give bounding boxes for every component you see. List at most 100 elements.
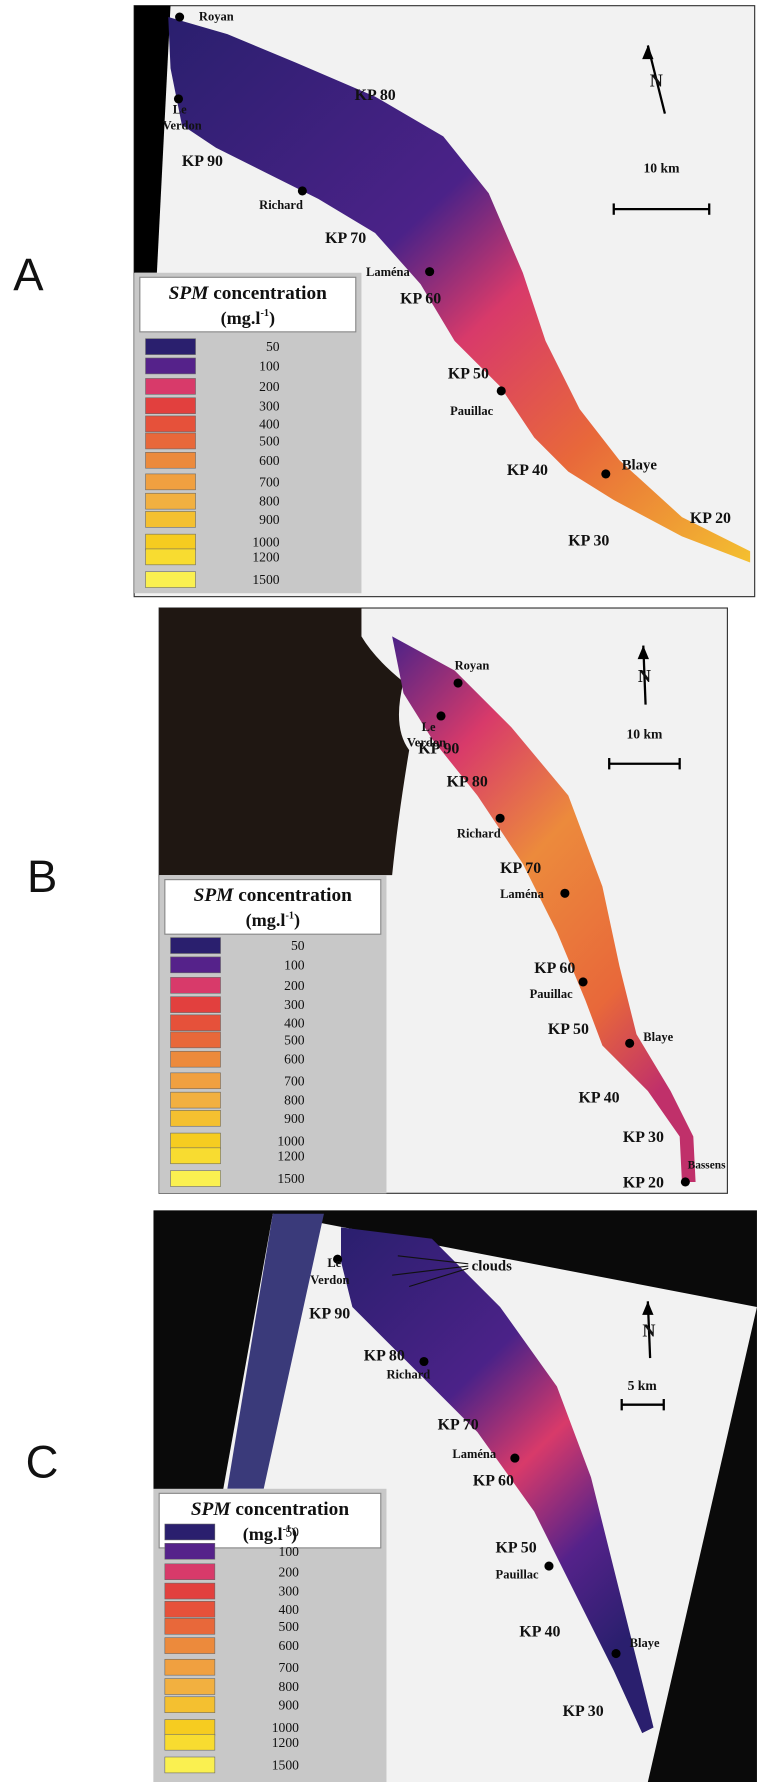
- place-label: KP 70: [325, 230, 366, 247]
- legend-label: 200: [259, 379, 280, 394]
- legend-unit-sup: -1: [283, 1524, 292, 1535]
- legend-label: 1200: [277, 1148, 304, 1163]
- north-label: N: [638, 666, 651, 686]
- legend-swatch: [170, 1147, 221, 1165]
- place-label: Pauillac: [530, 987, 574, 1001]
- place-label: Blaye: [630, 1636, 660, 1650]
- place-label: Blaye: [622, 457, 658, 473]
- place-label: Blaye: [643, 1030, 673, 1044]
- north-arrow-head: [637, 645, 649, 660]
- legend-label: 50: [285, 1525, 299, 1540]
- legend-swatch: [164, 1563, 216, 1580]
- place-label: KP 80: [447, 773, 488, 790]
- place-label: KP 70: [500, 860, 541, 877]
- legend-unit-base: (mg.l: [246, 910, 286, 931]
- place-label: KP 50: [448, 365, 489, 382]
- place-label: KP 70: [438, 1417, 479, 1434]
- place-label: KP 40: [519, 1624, 560, 1641]
- place-label: KP 80: [364, 1347, 405, 1364]
- north-label: N: [650, 70, 663, 90]
- legend-label: 50: [266, 339, 280, 354]
- legend-title-italic: SPM: [191, 1499, 232, 1520]
- place-label: Richard: [386, 1368, 430, 1382]
- legend-label: 1200: [272, 1735, 299, 1750]
- legend-swatch: [145, 511, 196, 528]
- legend-swatch: [164, 1601, 216, 1618]
- legend-swatch: [164, 1733, 216, 1751]
- place-label: KP 50: [496, 1539, 537, 1556]
- legend-label: 300: [279, 1584, 300, 1599]
- place-label: KP 60: [400, 290, 441, 307]
- legend-label: 500: [279, 1619, 300, 1634]
- place-label: Pauillac: [450, 404, 494, 418]
- legend-title-italic: SPM: [194, 885, 235, 906]
- legend-label: 800: [279, 1679, 300, 1694]
- panel-letter: B: [27, 851, 57, 902]
- legend-label: 900: [279, 1697, 300, 1712]
- legend-swatch: [145, 533, 196, 551]
- place-dot: [680, 1177, 690, 1187]
- legend-label: 600: [259, 453, 280, 468]
- place-dot: [496, 386, 506, 396]
- legend-title: SPM concentration: [194, 885, 353, 906]
- place-label: KP 30: [623, 1129, 664, 1146]
- place-label: KP 60: [473, 1472, 514, 1489]
- legend-unit: (mg.l-1): [221, 308, 275, 329]
- legend-swatch: [145, 473, 196, 491]
- legend-swatch: [164, 1678, 216, 1695]
- panel-letter: A: [13, 249, 44, 300]
- legend-swatch: [145, 338, 196, 355]
- legend-swatch: [164, 1618, 216, 1635]
- legend-label: 50: [291, 938, 305, 953]
- legend-unit: (mg.l-1): [246, 910, 300, 931]
- legend-label: 1500: [252, 572, 279, 587]
- place-dot: [419, 1356, 429, 1367]
- place-dot: [544, 1561, 554, 1571]
- place-label: KP 60: [534, 960, 575, 977]
- legend-unit-end: ): [269, 308, 275, 329]
- legend-label: 400: [279, 1602, 300, 1617]
- legend-swatch: [145, 548, 196, 566]
- legend-unit-base: (mg.l: [243, 1524, 283, 1545]
- legend-title: SPM concentration: [169, 283, 328, 304]
- legend-swatch: [170, 1031, 221, 1049]
- legend-unit-end: ): [291, 1524, 297, 1545]
- legend-swatch: [164, 1637, 216, 1654]
- place-label: Royan: [455, 658, 490, 672]
- legend-label: 1500: [272, 1757, 299, 1772]
- legend-swatch: [170, 996, 221, 1013]
- north-arrow-head: [642, 45, 654, 60]
- place-dot: [453, 678, 463, 688]
- north-arrow-head: [642, 1301, 654, 1315]
- place-label: clouds: [472, 1259, 512, 1275]
- legend-swatch: [170, 977, 221, 994]
- place-dot: [611, 1649, 621, 1659]
- place-dot: [175, 12, 185, 22]
- legend-label: 1000: [252, 535, 279, 550]
- place-dot: [173, 94, 184, 104]
- scale-label: 10 km: [643, 161, 680, 176]
- legend-swatch: [164, 1523, 216, 1541]
- place-dot: [333, 1254, 343, 1264]
- legend-label: 700: [279, 1660, 300, 1675]
- place-label: Royan: [199, 9, 234, 23]
- legend-label: 600: [279, 1638, 300, 1653]
- scale-label: 10 km: [626, 727, 663, 742]
- place-dot: [510, 1453, 520, 1463]
- legend-swatch: [170, 1110, 221, 1127]
- place-label: KP 20: [623, 1175, 664, 1192]
- legend-swatch: [145, 378, 196, 395]
- place-label: Le: [173, 103, 187, 117]
- legend-swatch: [164, 1696, 216, 1713]
- place-label: Verdon: [407, 736, 446, 750]
- legend-swatch: [170, 937, 221, 954]
- legend-label: 1000: [272, 1720, 299, 1735]
- legend-unit-base: (mg.l: [221, 308, 261, 329]
- place-label: Laména: [366, 265, 411, 279]
- legend-swatch: [164, 1756, 216, 1774]
- legend-title-box: [139, 276, 357, 333]
- place-label: KP 90: [418, 740, 459, 757]
- legend: SPM concentration (mg.l-1)50 100 200 300 400 5…: [153, 1488, 387, 1782]
